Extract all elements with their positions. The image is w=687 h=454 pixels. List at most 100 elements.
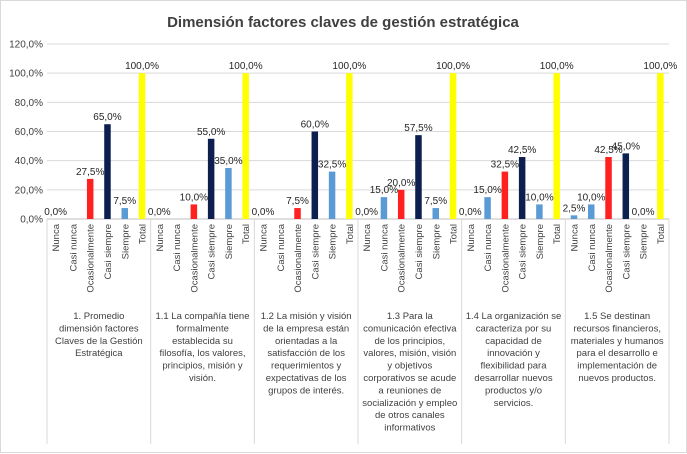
x-group-label-line: 1.1 La compañía tiene xyxy=(155,311,249,322)
x-group-label-line: productos y/o xyxy=(485,385,542,396)
chart-title: Dimensión factores claves de gestión est… xyxy=(167,14,519,31)
x-group-label-line: requerimientos y xyxy=(271,361,341,372)
data-label: 7,5% xyxy=(286,196,309,207)
bar-total xyxy=(242,73,249,220)
x-group-label-line: socialización y empleo xyxy=(362,398,457,409)
bar-siempre xyxy=(432,208,439,219)
x-category-label: Casi siempre xyxy=(414,224,425,279)
bar-total xyxy=(449,73,457,220)
x-group-label-line: expectativas de los xyxy=(266,373,347,384)
bar-casi-siempre xyxy=(207,138,215,219)
x-category-label: Ocasionalmente xyxy=(293,224,304,293)
x-category-label: Nunca xyxy=(155,223,166,251)
data-label: 15,0% xyxy=(473,185,501,196)
x-group-label-line: valores, misión, visión xyxy=(363,348,456,359)
x-group-label-line: principios, misión y xyxy=(162,361,242,372)
x-group-label-line: de la empresa están xyxy=(263,323,349,334)
x-group-label-line: grupos de interés. xyxy=(268,385,344,396)
bar-casi-siempre xyxy=(311,131,319,219)
x-group-label-line: visión. xyxy=(189,373,216,384)
y-tick-label: 0,0% xyxy=(20,215,43,226)
bar-ocasionalmente xyxy=(501,171,509,219)
x-category-label: Ocasionalmente xyxy=(604,224,615,293)
bar-ocasionalmente xyxy=(190,204,198,219)
data-label: 0,0% xyxy=(355,207,378,218)
bar-nunca xyxy=(570,215,578,219)
bar-ocasionalmente xyxy=(397,189,405,219)
bar-casi-nunca xyxy=(588,204,595,219)
bar-ocasionalmente xyxy=(605,157,612,219)
x-category-label: Total xyxy=(449,224,460,244)
x-category-label: Casi siempre xyxy=(310,224,321,279)
data-label: 45,0% xyxy=(612,141,640,152)
data-label: 7,5% xyxy=(424,196,447,207)
x-category-label: Ocasionalmente xyxy=(189,224,200,293)
x-category-label: Siempre xyxy=(120,224,131,259)
data-label: 65,0% xyxy=(93,112,121,123)
data-label: 0,0% xyxy=(632,207,655,218)
x-group-label-line: capacidad de xyxy=(485,336,542,347)
bar-total xyxy=(657,73,664,220)
bar-ocasionalmente xyxy=(294,208,301,219)
data-label: 0,0% xyxy=(252,207,275,218)
data-label: 100,0% xyxy=(540,61,574,72)
data-label: 35,0% xyxy=(214,156,242,167)
bar-casi-siempre xyxy=(415,135,422,219)
x-category-label: Casi nunca xyxy=(172,223,183,271)
x-category-label: Total xyxy=(656,224,667,244)
x-group-label-line: implementación de xyxy=(577,361,657,372)
x-category-label: Nunca xyxy=(569,223,580,251)
bar-casi-nunca xyxy=(380,197,388,219)
x-group-label-line: Claves de la Gestión xyxy=(55,336,143,347)
x-category-label: Nunca xyxy=(258,223,269,251)
data-label: 10,0% xyxy=(525,192,553,203)
x-group-label-line: Estratégica xyxy=(75,348,123,359)
data-label: 55,0% xyxy=(197,127,225,138)
x-group-label-line: caracteriza por su xyxy=(476,323,552,334)
x-category-label: Casi siempre xyxy=(621,224,632,279)
y-tick-label: 40,0% xyxy=(15,156,43,167)
x-group-label-line: de otros canales xyxy=(375,410,445,421)
bar-siempre xyxy=(328,171,336,219)
x-group-label-line: desarrollar nuevos xyxy=(474,373,552,384)
y-tick-label: 120,0% xyxy=(9,40,43,51)
bar-casi-siempre xyxy=(518,157,526,219)
x-category-label: Ocasionalmente xyxy=(500,224,511,293)
y-tick-label: 100,0% xyxy=(9,69,43,80)
data-label: 7,5% xyxy=(113,196,136,207)
bar-casi-siempre xyxy=(622,153,630,219)
x-group-label-line: orientadas a la xyxy=(275,336,338,347)
x-category-label: Casi siempre xyxy=(518,224,529,279)
x-category-label: Total xyxy=(345,224,356,244)
x-category-label: Casi siempre xyxy=(103,224,114,279)
x-group-label-line: servicios. xyxy=(494,398,534,409)
data-label: 2,5% xyxy=(563,203,586,214)
y-tick-label: 80,0% xyxy=(15,98,43,109)
x-group-label-line: dimensión factores xyxy=(59,323,139,334)
bars xyxy=(86,73,664,220)
x-group-label-line: 1.3 Para la xyxy=(387,311,434,322)
x-group-label-line: materiales y humanos xyxy=(571,336,664,347)
x-group-label-line: satisfacción de los xyxy=(267,348,345,359)
y-tick-label: 20,0% xyxy=(15,185,43,196)
data-label: 15,0% xyxy=(370,185,398,196)
x-group-label-line: y objetivos xyxy=(387,361,432,372)
data-label: 57,5% xyxy=(404,123,432,134)
data-label: 10,0% xyxy=(577,192,605,203)
x-category-label: Siempre xyxy=(535,224,546,259)
bar-siempre xyxy=(225,167,232,219)
x-category-label: Total xyxy=(241,224,252,244)
data-label: 0,0% xyxy=(459,207,482,218)
x-group-label-line: informativos xyxy=(384,423,435,434)
bar-siempre xyxy=(536,204,543,219)
x-group-label-line: filosofía, los valores, xyxy=(159,348,245,359)
x-group-label-line: nuevos productos. xyxy=(578,373,656,384)
x-category-label: Siempre xyxy=(328,224,339,259)
x-group-label-line: de los principios, xyxy=(374,336,445,347)
x-category-label: Casi nunca xyxy=(587,223,598,271)
data-label: 100,0% xyxy=(436,61,470,72)
data-label: 100,0% xyxy=(643,61,677,72)
x-group-label-line: 1.2 La misión y visión xyxy=(261,311,352,322)
